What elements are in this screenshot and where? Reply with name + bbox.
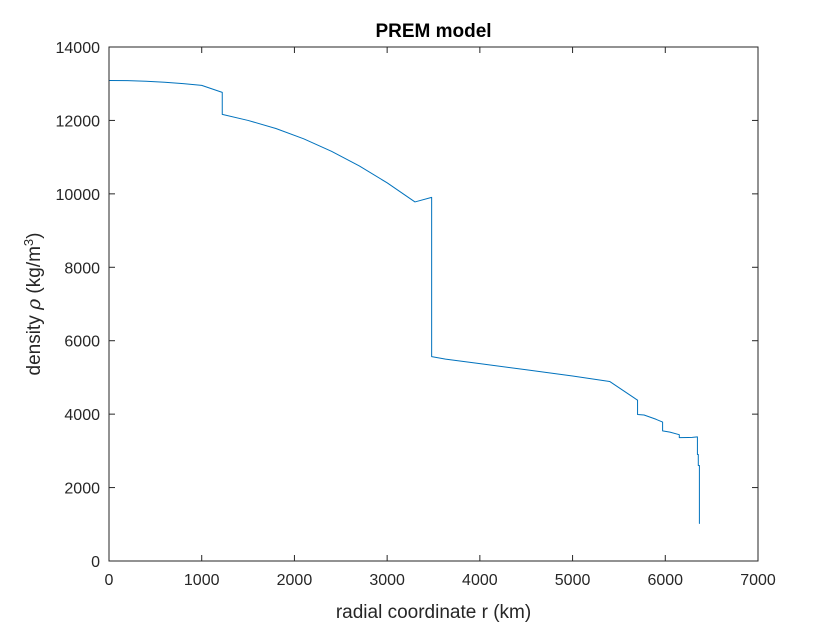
y-axis-label: density ρ (kg/m3) bbox=[21, 233, 46, 376]
y-tick-label: 2000 bbox=[64, 481, 100, 498]
y-tick-label: 8000 bbox=[64, 260, 100, 277]
x-tick-label: 5000 bbox=[555, 572, 591, 589]
x-tick-label: 1000 bbox=[184, 572, 220, 589]
x-axis-ticks: 0 1000 2000 3000 4000 5000 6000 7000 bbox=[105, 47, 776, 589]
x-tick-label: 7000 bbox=[740, 572, 776, 589]
chart-title: PREM model bbox=[375, 21, 491, 42]
y-axis-label-symbol: ρ bbox=[23, 298, 45, 311]
x-tick-label: 6000 bbox=[647, 572, 683, 589]
density-profile-line bbox=[108, 79, 700, 525]
y-axis-label-units-open: (kg/m bbox=[24, 246, 45, 299]
x-axis-label: radial coordinate r (km) bbox=[336, 602, 531, 623]
y-axis-ticks: 0 2000 4000 6000 8000 10000 12000 14000 bbox=[56, 40, 758, 571]
x-tick-label: 3000 bbox=[369, 572, 405, 589]
y-axis-label-units-close: ) bbox=[24, 233, 45, 239]
y-tick-label: 10000 bbox=[56, 187, 101, 204]
series-layer bbox=[108, 79, 700, 525]
y-tick-label: 4000 bbox=[64, 407, 100, 424]
x-tick-label: 4000 bbox=[462, 572, 498, 589]
plot-area bbox=[109, 47, 758, 561]
y-axis-label-superscript: 3 bbox=[21, 239, 36, 246]
y-tick-label: 0 bbox=[91, 554, 100, 571]
y-axis-label-prefix: density bbox=[24, 310, 45, 375]
axes-box bbox=[108, 46, 759, 562]
y-tick-label: 12000 bbox=[56, 113, 101, 130]
y-tick-label: 6000 bbox=[64, 334, 100, 351]
x-tick-label: 0 bbox=[105, 572, 114, 589]
x-tick-label: 2000 bbox=[277, 572, 313, 589]
y-tick-label: 14000 bbox=[56, 40, 101, 57]
